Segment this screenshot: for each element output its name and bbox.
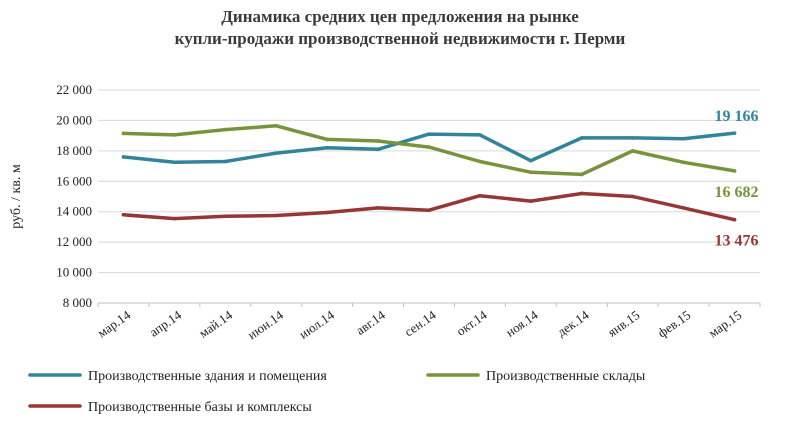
series-1-point — [172, 160, 177, 165]
series-1-point — [223, 159, 228, 164]
series-3-end-label: 13 476 — [715, 233, 759, 250]
series-1-point — [478, 133, 482, 137]
series-3-point — [325, 210, 329, 215]
series-2-point — [223, 127, 228, 132]
series-3-point — [121, 212, 126, 217]
series-2-point — [376, 139, 380, 143]
x-tick-label: дек.14 — [554, 307, 592, 340]
series-3-point — [274, 213, 279, 218]
x-tick-label: фев.15 — [655, 307, 694, 340]
series-2-point — [478, 159, 482, 164]
series-3-point — [579, 191, 584, 196]
chart-title: Динамика средних цен предложения на рынк… — [0, 6, 800, 50]
x-tick-label: янв.15 — [605, 307, 643, 340]
series-2-point — [529, 170, 533, 174]
series-1-point — [274, 151, 279, 155]
series-2-point — [427, 145, 431, 149]
series-2-point — [732, 169, 737, 173]
x-tick-label: окт.14 — [454, 307, 491, 339]
y-tick-label: 12 000 — [56, 234, 92, 249]
legend-label-3: Производственные базы и комплексы — [88, 400, 312, 415]
y-tick-label: 14 000 — [56, 204, 92, 219]
series-2-point — [579, 172, 584, 177]
y-tick-label: 20 000 — [56, 112, 92, 127]
series-1-point — [376, 147, 380, 152]
series-1-point — [325, 146, 329, 150]
series-3-point — [478, 193, 482, 198]
y-axis-title: руб. / кв. м — [9, 164, 24, 229]
series-1-point — [579, 136, 584, 140]
y-tick-label: 18 000 — [56, 143, 92, 158]
series-2-point — [172, 133, 177, 137]
y-tick-label: 10 000 — [56, 265, 92, 280]
series-3-point — [529, 199, 533, 203]
chart-title-line-2: купли-продажи производственной недвижимо… — [174, 29, 626, 48]
x-tick-label: сен.14 — [402, 307, 440, 340]
series-3-point — [376, 206, 380, 210]
series-line-3 — [121, 191, 737, 222]
series-1-point — [427, 132, 431, 136]
series-3-point — [427, 208, 431, 212]
series-3-point — [681, 206, 686, 210]
y-tick-label: 8 000 — [63, 295, 92, 310]
series-1-point — [732, 131, 737, 135]
x-tick-label: апр.14 — [147, 307, 185, 340]
x-tick-label: мар.15 — [706, 307, 745, 340]
y-tick-label: 16 000 — [56, 173, 92, 188]
series-2-point — [121, 131, 126, 136]
series-2-end-label: 16 682 — [715, 184, 759, 201]
legend-label-2: Производственные склады — [486, 369, 646, 384]
legend-label-1: Производственные здания и помещения — [88, 369, 327, 384]
series-1-point — [121, 155, 126, 159]
x-tick-label: мар.14 — [95, 307, 134, 341]
x-tick-label: ноя.14 — [503, 307, 541, 340]
series-2-point — [630, 149, 635, 153]
chart-title-line-1: Динамика средних цен предложения на рынк… — [221, 7, 579, 26]
x-tick-label: май.14 — [196, 307, 235, 341]
series-2-point — [325, 137, 329, 142]
series-1-point — [630, 136, 635, 140]
series-3-point — [223, 214, 228, 219]
series-2-point — [274, 123, 279, 128]
series-3-point — [732, 217, 737, 222]
series-1-point — [681, 136, 686, 141]
x-tick-label: июл.14 — [296, 307, 337, 342]
series-2-point — [681, 160, 686, 165]
series-1-end-label: 19 166 — [715, 108, 759, 125]
x-tick-label: авг.14 — [353, 307, 388, 338]
x-tick-label: июн.14 — [245, 307, 287, 342]
y-tick-label: 22 000 — [56, 82, 92, 97]
series-3-point — [630, 194, 635, 199]
series-1-point — [529, 158, 533, 163]
series-3-point — [172, 216, 177, 221]
